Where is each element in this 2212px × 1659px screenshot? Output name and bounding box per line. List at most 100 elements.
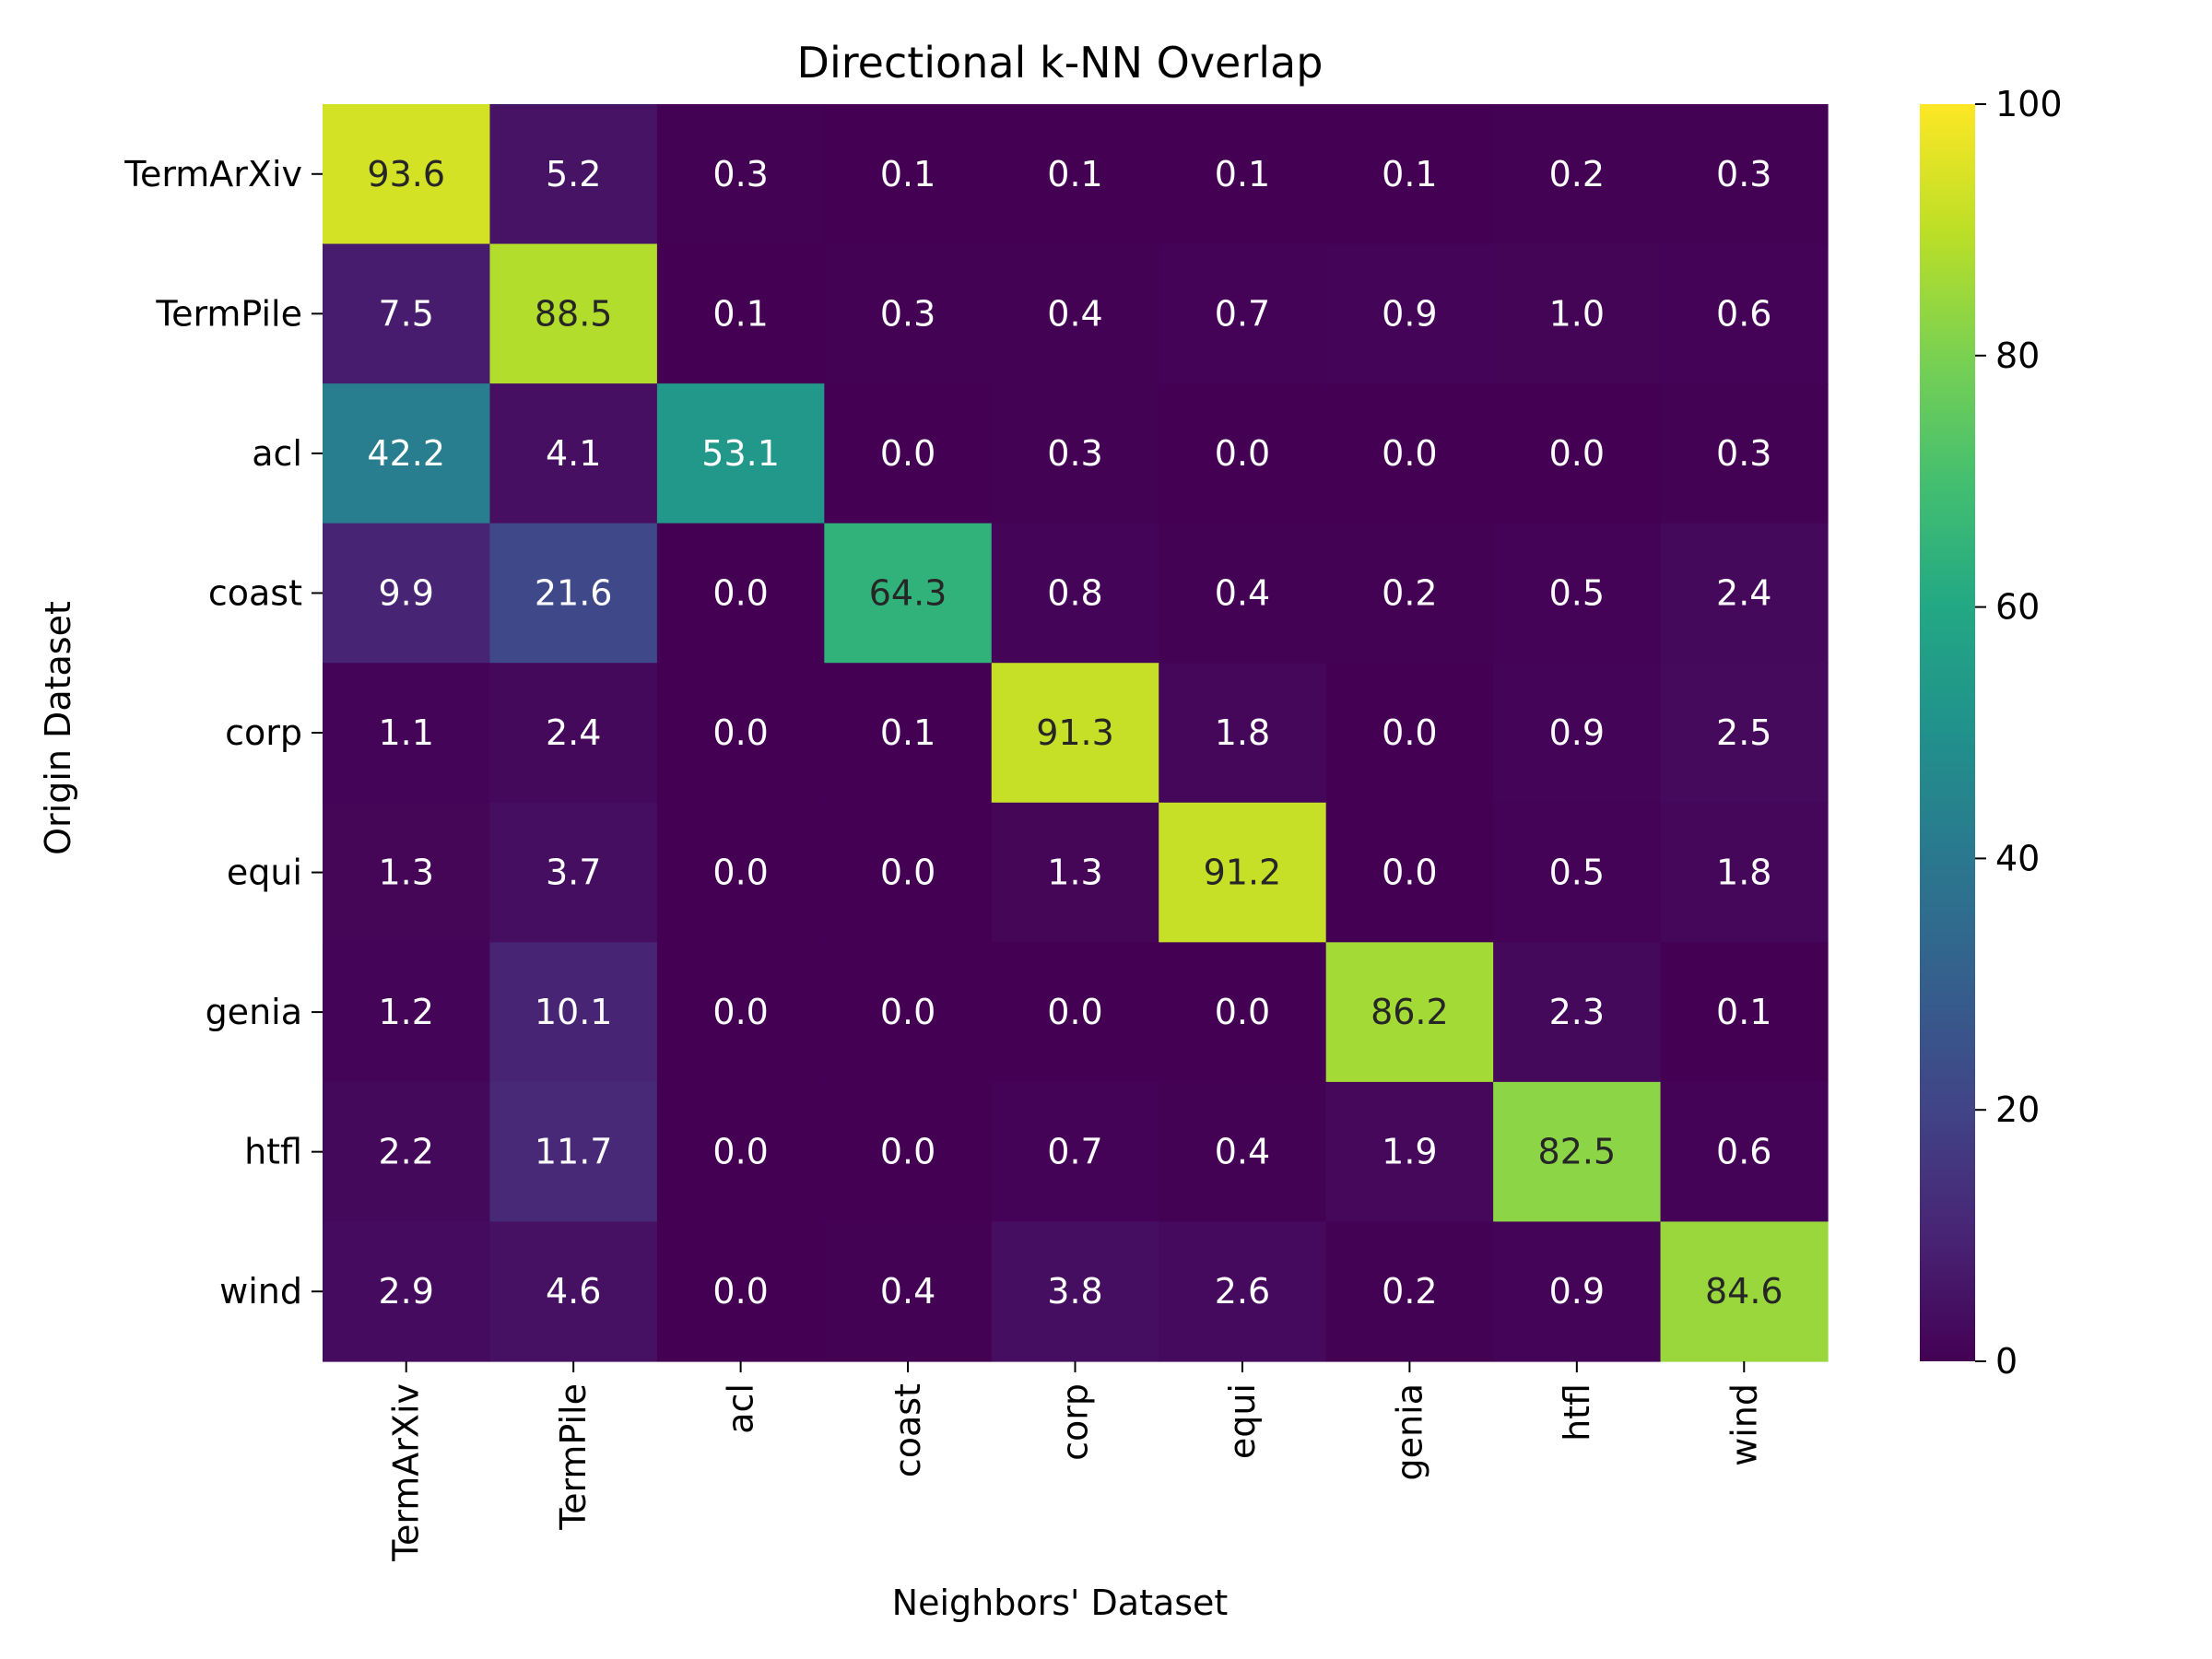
colorbar-tick-label: 20 [1995, 1089, 2040, 1130]
cell-value-label: 1.3 [1047, 853, 1102, 893]
heatmap-cell [489, 663, 658, 804]
colorbar-tick-label: 0 [1995, 1341, 2018, 1382]
heatmap-cell [489, 104, 658, 245]
y-tick-label: acl [252, 433, 302, 474]
heatmap-cell [1493, 243, 1662, 384]
y-tick-label: TermPile [155, 293, 302, 334]
x-tick-labels: TermArXiv TermPile acl coast corp equi genia ht… [386, 1361, 1764, 1562]
colorbar-tick-label: 100 [1995, 84, 2063, 124]
y-tick-labels: TermArXiv TermPile acl coast corp equi genia ht… [124, 154, 323, 1312]
heatmap-cell [489, 1081, 658, 1223]
heatmap-cell [323, 243, 491, 384]
y-tick-label: TermArXiv [124, 154, 302, 194]
x-tick-label: htfl [1557, 1383, 1597, 1441]
cell-value-label: 0.0 [712, 853, 768, 893]
heatmap-cell [489, 383, 658, 524]
heatmap-cell [824, 243, 993, 384]
cell-value-label: 1.0 [1549, 293, 1605, 334]
cell-value-label: 42.2 [367, 433, 445, 474]
heatmap-cell [1159, 383, 1327, 524]
y-tick-label: genia [206, 992, 302, 1032]
heatmap-cell [824, 1081, 993, 1223]
y-tick-label: equi [227, 853, 302, 893]
cell-value-label: 2.6 [1215, 1271, 1270, 1312]
cell-value-label: 0.4 [1215, 572, 1270, 613]
heatmap-cell [1159, 802, 1327, 943]
heatmap-cell [991, 383, 1159, 524]
chart-title: Directional k-NN Overlap [797, 38, 1324, 88]
cell-value-label: 0.3 [1047, 433, 1102, 474]
heatmap-cell [323, 104, 491, 245]
heatmap-cell [1325, 104, 1494, 245]
heatmap-cell [1660, 104, 1829, 245]
cell-value-label: 2.4 [546, 712, 601, 753]
heatmap-cell [991, 1221, 1159, 1362]
heatmap-cell [323, 1221, 491, 1362]
heatmap-cell [1493, 104, 1662, 245]
heatmap-cell [1660, 942, 1829, 1083]
cell-value-label: 0.0 [1047, 992, 1102, 1032]
cell-value-label: 0.0 [880, 992, 935, 1032]
cell-value-label: 0.0 [1549, 433, 1605, 474]
heatmap-cell [1493, 1221, 1662, 1362]
cell-value-label: 0.6 [1716, 293, 1771, 334]
heatmap-cell [1325, 802, 1494, 943]
cell-value-label: 0.1 [1382, 154, 1437, 194]
cell-value-label: 3.7 [546, 853, 601, 893]
cell-value-label: 2.2 [379, 1132, 434, 1172]
cell-value-label: 64.3 [869, 572, 947, 613]
cell-value-label: 91.2 [1204, 853, 1282, 893]
heatmap-cell [656, 383, 825, 524]
heatmap-cell [1660, 1081, 1829, 1223]
heatmap-cell [991, 104, 1159, 245]
x-tick-label: wind [1724, 1383, 1764, 1466]
cell-value-label: 9.9 [379, 572, 434, 613]
colorbar-tick-label: 60 [1995, 587, 2040, 628]
y-tick-label: htfl [244, 1132, 302, 1172]
y-axis-label: Origin Dataset [38, 601, 78, 855]
x-axis-label: Neighbors' Dataset [892, 1583, 1229, 1623]
heatmap-cell [323, 663, 491, 804]
heatmap-cell [824, 104, 993, 245]
heatmap-cell [489, 1221, 658, 1362]
cell-value-label: 0.1 [880, 154, 935, 194]
cell-value-label: 0.0 [880, 853, 935, 893]
cell-value-label: 0.9 [1549, 712, 1605, 753]
heatmap-cell [1493, 523, 1662, 664]
heatmap-cell [1660, 523, 1829, 664]
colorbar-tick-label: 40 [1995, 838, 2040, 878]
y-tick-label: corp [225, 712, 302, 753]
heatmap-cell [991, 663, 1159, 804]
cell-value-label: 0.0 [712, 712, 768, 753]
heatmap-cell [1660, 383, 1829, 524]
heatmap-cell [1493, 663, 1662, 804]
heatmap-cell [489, 523, 658, 664]
cell-value-label: 10.1 [535, 992, 613, 1032]
cell-value-label: 7.5 [379, 293, 434, 334]
cell-value-label: 0.8 [1047, 572, 1102, 613]
heatmap-cell [1325, 1221, 1494, 1362]
heatmap-cell [1493, 942, 1662, 1083]
heatmap-cell [489, 802, 658, 943]
heatmap-cell [1159, 104, 1327, 245]
cell-value-label: 84.6 [1705, 1271, 1783, 1312]
x-tick-label: TermArXiv [386, 1383, 427, 1562]
cell-value-label: 0.3 [880, 293, 935, 334]
cell-value-label: 53.1 [701, 433, 780, 474]
cell-value-label: 0.5 [1549, 853, 1605, 893]
cell-value-label: 1.8 [1215, 712, 1270, 753]
heatmap-cell [991, 942, 1159, 1083]
heatmap-cell [1660, 802, 1829, 943]
cell-value-label: 0.9 [1549, 1271, 1605, 1312]
heatmap-cell [991, 802, 1159, 943]
heatmap-cell [489, 243, 658, 384]
cell-value-label: 0.0 [1382, 712, 1437, 753]
cell-value-label: 0.6 [1716, 1132, 1771, 1172]
cell-value-label: 1.3 [379, 853, 434, 893]
cell-value-label: 0.3 [1716, 154, 1771, 194]
cell-value-label: 2.3 [1549, 992, 1605, 1032]
heatmap-cell [656, 104, 825, 245]
cell-value-label: 2.4 [1716, 572, 1771, 613]
cell-value-label: 21.6 [535, 572, 613, 613]
cell-value-label: 0.1 [880, 712, 935, 753]
